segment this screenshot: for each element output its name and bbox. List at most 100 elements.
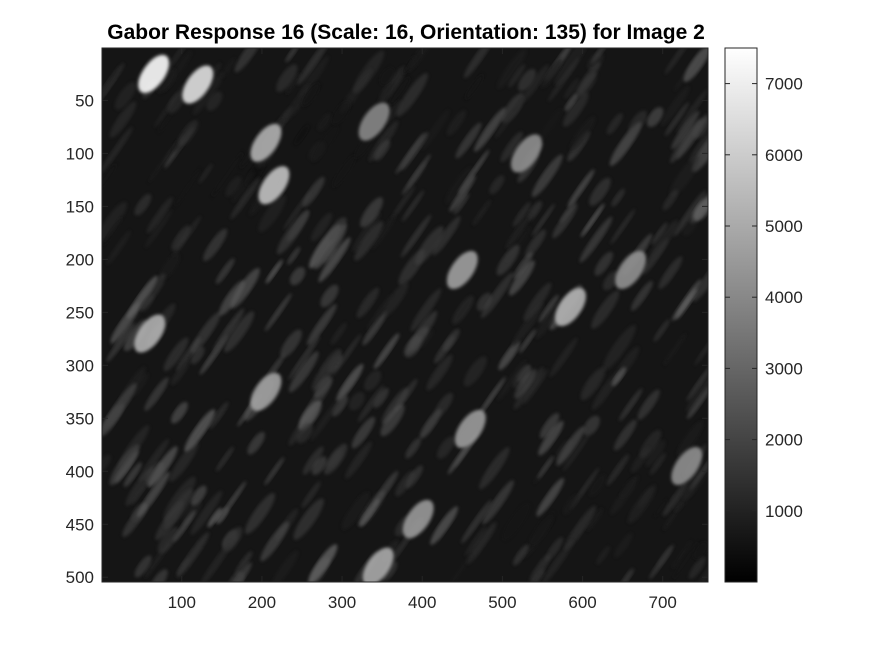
texture-streak — [264, 293, 292, 332]
y-tick-label: 400 — [66, 462, 94, 481]
texture-streak — [611, 188, 625, 207]
texture-streak — [245, 493, 275, 534]
texture-streak — [171, 225, 191, 251]
texture-streak — [176, 532, 210, 578]
texture-streak — [627, 484, 657, 524]
colorbar-tick-label: 1000 — [765, 502, 803, 521]
texture-streak — [302, 446, 324, 475]
texture-streak — [645, 440, 666, 467]
texture-streak — [606, 454, 630, 486]
colorbar-tick-label: 3000 — [765, 359, 803, 378]
x-tick-label: 400 — [408, 593, 436, 612]
texture-streak — [662, 189, 679, 211]
texture-streak — [226, 562, 252, 582]
colorbar-tick-label: 5000 — [765, 217, 803, 236]
texture-streak — [434, 392, 453, 418]
texture-streak — [147, 446, 178, 488]
texture-streak — [190, 346, 205, 365]
texture-streak — [688, 556, 706, 580]
texture-streak — [288, 335, 320, 380]
texture-streak — [531, 154, 563, 198]
texture-streak — [380, 404, 405, 437]
texture-streak — [190, 485, 207, 506]
texture-streak — [289, 267, 306, 286]
texture-streak — [382, 282, 409, 317]
texture-streak — [173, 168, 202, 207]
x-tick-label: 700 — [649, 593, 677, 612]
texture-streak — [630, 447, 650, 473]
texture-streak — [446, 110, 466, 136]
bright-spot-14 — [671, 446, 703, 486]
texture-streak — [163, 337, 189, 372]
texture-streak — [562, 432, 590, 471]
texture-streak — [302, 176, 325, 208]
y-tick-label: 150 — [66, 197, 94, 216]
texture-streak — [314, 375, 332, 399]
texture-streak — [360, 197, 384, 228]
texture-streak — [225, 176, 242, 197]
texture-streak — [536, 477, 565, 517]
texture-streak — [671, 110, 700, 150]
texture-streak — [163, 488, 194, 529]
texture-streak — [449, 175, 476, 212]
texture-streak — [146, 197, 173, 234]
bright-spot-11 — [454, 409, 486, 448]
texture-streak — [564, 78, 580, 99]
texture-streak — [529, 511, 555, 546]
texture-streak — [394, 378, 418, 412]
texture-streak — [102, 216, 123, 246]
colorbar-tick-label: 4000 — [765, 288, 803, 307]
x-tick-label: 600 — [568, 593, 596, 612]
texture-streak — [538, 294, 559, 323]
texture-streak — [206, 91, 223, 111]
texture-streak — [336, 363, 364, 402]
texture-streak — [353, 50, 385, 94]
texture-streak — [502, 503, 531, 541]
texture-streak — [297, 48, 331, 85]
texture-streak — [366, 293, 393, 331]
texture-streak — [686, 385, 708, 419]
texture-streak — [591, 290, 620, 329]
texture-streak — [589, 177, 611, 206]
texture-streak — [136, 471, 170, 518]
texture-streak — [496, 244, 520, 276]
texture-streak — [514, 368, 537, 399]
bright-spot-13 — [362, 547, 394, 582]
texture-streak — [198, 163, 213, 184]
texture-streak — [672, 541, 700, 580]
texture-streak — [578, 71, 597, 97]
texture-streak — [676, 420, 704, 457]
texture-streak — [301, 481, 321, 509]
texture-streak — [258, 195, 286, 233]
texture-streak — [512, 302, 544, 347]
texture-streak — [489, 175, 505, 195]
texture-streak — [103, 383, 137, 429]
texture-streak — [328, 217, 347, 242]
texture-streak — [658, 256, 683, 290]
texture-streak — [538, 108, 562, 141]
texture-streak — [664, 102, 689, 137]
texture-streak — [178, 120, 199, 146]
texture-streak — [190, 490, 223, 535]
y-tick-label: 100 — [66, 144, 94, 163]
texture-streak — [628, 110, 647, 135]
texture-streak — [619, 388, 643, 422]
texture-streak — [332, 154, 357, 188]
texture-streak — [606, 113, 623, 135]
texture-streak — [384, 99, 403, 124]
texture-streak — [372, 470, 399, 507]
texture-streak — [567, 169, 595, 208]
texture-streak — [283, 84, 311, 122]
texture-streak — [379, 67, 395, 86]
texture-streak — [647, 107, 664, 128]
x-axis: 100 200 300 400 500 600 700 — [168, 48, 677, 612]
texture-streak — [114, 82, 137, 110]
texture-streak — [144, 377, 169, 411]
texture-streak — [437, 436, 455, 459]
texture-streak — [157, 526, 179, 554]
texture-streak — [260, 521, 290, 562]
texture-streak — [523, 282, 552, 322]
texture-streak — [215, 446, 234, 472]
texture-streak — [508, 260, 535, 296]
bright-spot-6 — [446, 250, 478, 290]
